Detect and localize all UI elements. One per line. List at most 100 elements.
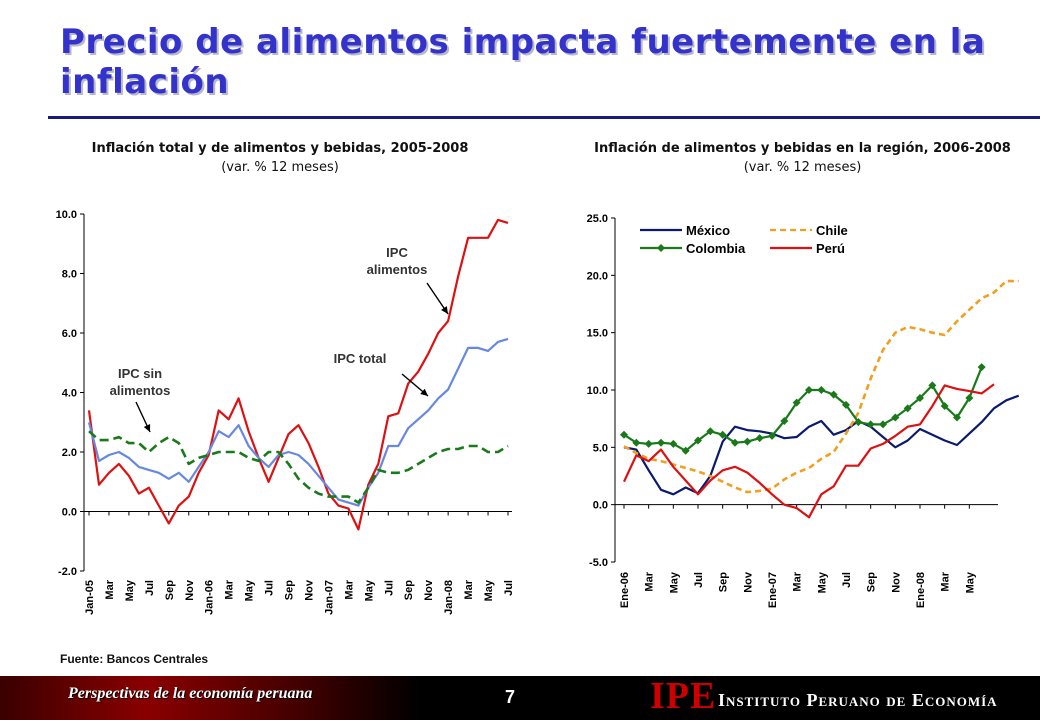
slide-title: Precio de alimentos impacta fuertemente … [60,22,986,102]
right-chart-title: Inflación de alimentos y bebidas en la r… [594,141,1011,156]
x-tick-label: Ene-06 [619,572,631,608]
series-marker-colombia [669,439,678,448]
y-tick-label: -5.0 [589,557,608,569]
series-line-ipc_alimentos [87,218,509,531]
series-marker-colombia [755,434,764,443]
series-marker-colombia [718,430,727,439]
x-tick-label: Nov [890,571,902,593]
annotation-ipc-sin-alimentos: alimentos [110,383,171,398]
series-marker-colombia [879,420,887,429]
x-tick-label: Jan-08 [443,580,455,615]
x-tick-label: Ene-07 [767,572,779,608]
x-tick-label: Mar [940,571,952,591]
x-tick-label: Ene-08 [915,572,927,608]
y-tick-label: 10.0 [56,209,77,221]
y-tick-label: 4.0 [62,388,77,400]
arrow-ipc-sin-alimentos-head [143,424,151,432]
series-marker-colombia [842,400,850,409]
chart-0: -2.0 0.0 2.0 4.0 6.0 8.0 10.0 Jan-05 Mar May Jul Se… [56,209,515,615]
annotation-ipc-sin-alimentos: IPC sin [118,366,162,381]
series-marker-colombia [792,398,801,407]
x-tick-label: Mar [792,571,804,591]
series-marker-colombia [854,418,863,427]
legend-label-colombia: Colombia [686,241,746,256]
arrow-ipc-alimentos [426,282,449,315]
ipe-logo: IPE [650,676,717,717]
x-tick-label: Jan-06 [204,580,216,615]
series-marker-colombia [940,402,949,411]
series-marker-colombia [903,404,912,413]
x-tick-label: May [816,571,828,593]
legend-marker-colombia [657,244,665,252]
series-marker-colombia [953,413,961,422]
y-tick-label: -2.0 [58,566,77,578]
y-tick-label: 0.0 [593,500,608,512]
left-chart-subtitle: (var. % 12 meses) [221,160,339,175]
y-tick-label: 15.0 [587,328,608,340]
series-marker-colombia [829,390,838,399]
series-marker-colombia [817,386,826,394]
y-tick-label: 10.0 [587,385,608,397]
x-tick-label: Nov [742,571,754,593]
series-marker-colombia [768,431,776,440]
x-tick-label: May [363,579,375,601]
y-tick-label: 20.0 [587,270,608,282]
x-tick-label: Mar [463,579,475,599]
legend: México Chile Colombia Perú [620,216,848,260]
right-chart-subtitle: (var. % 12 meses) [743,160,862,175]
x-tick-label: Nov [303,579,315,601]
annotation-ipc-total: IPC total [334,351,387,366]
x-tick-label: Mar [224,579,236,599]
arrow-ipc-alimentos-head [441,306,448,314]
arrow-ipc-total [401,373,429,397]
left-chart-title: Inflación total y de alimentos y bebidas… [91,141,469,156]
series-marker-colombia [706,427,715,436]
x-tick-label: Jul [264,580,276,596]
x-tick-label: May [244,579,256,601]
series-marker-colombia [928,381,937,390]
series-line-chile [623,279,1019,494]
y-tick-label: 5.0 [593,442,608,454]
x-tick-label: Sep [284,580,296,600]
x-tick-label: Jul [693,572,705,588]
x-tick-label: Sep [718,572,730,592]
x-tick-label: Jul [841,572,853,588]
series-marker-colombia [632,438,641,447]
legend-label-mexico: México [686,223,730,238]
series-marker-colombia [965,394,974,403]
series-marker-colombia [866,420,875,429]
series-marker-colombia [681,446,690,455]
footer-caption: Perspectivas de la economía peruana [68,685,313,702]
source-note: Fuente: Bancos Centrales [60,652,209,666]
title-rule [48,116,1040,119]
x-tick-label: Nov [184,579,196,601]
series-line-mexico [623,394,1020,496]
charts-canvas: -2.0 0.0 2.0 4.0 6.0 8.0 10.0 Jan-05 Mar May Jul Se… [56,209,1020,615]
y-tick-label: 0.0 [62,507,77,519]
series-line-peru [623,383,995,519]
y-tick-label: 25.0 [587,213,608,225]
x-tick-label: Sep [164,580,176,600]
x-tick-label: Jul [503,580,515,596]
x-tick-label: Mar [104,579,116,599]
series-marker-colombia [694,436,702,445]
chart-1: -5.0 0.0 5.0 10.0 15.0 20.0 25.0 Ene-06 Mar May Ju… [587,213,1020,608]
series-marker-colombia [657,438,665,447]
series-line-ipc_sin_alimentos [88,430,509,504]
y-tick-label: 2.0 [62,447,77,459]
series-marker-colombia [731,438,739,447]
x-tick-label: Jan-05 [84,580,96,615]
left-chart-header: Inflación total y de alimentos y bebidas… [70,139,490,177]
series-marker-colombia [805,386,813,394]
x-tick-label: May [124,579,136,601]
annotation-ipc-alimentos: alimentos [367,262,428,277]
x-tick-label: Nov [423,579,435,601]
series-marker-colombia [891,413,900,422]
series-marker-colombia [644,439,653,448]
x-tick-label: Jan-07 [323,580,335,615]
x-tick-label: Sep [403,580,415,600]
institute-name: Instituto Peruano de Economía [718,690,998,710]
x-tick-label: Jul [383,580,395,596]
series-line-colombia [623,366,983,452]
arrow-ipc-sin-alimentos [135,401,151,433]
